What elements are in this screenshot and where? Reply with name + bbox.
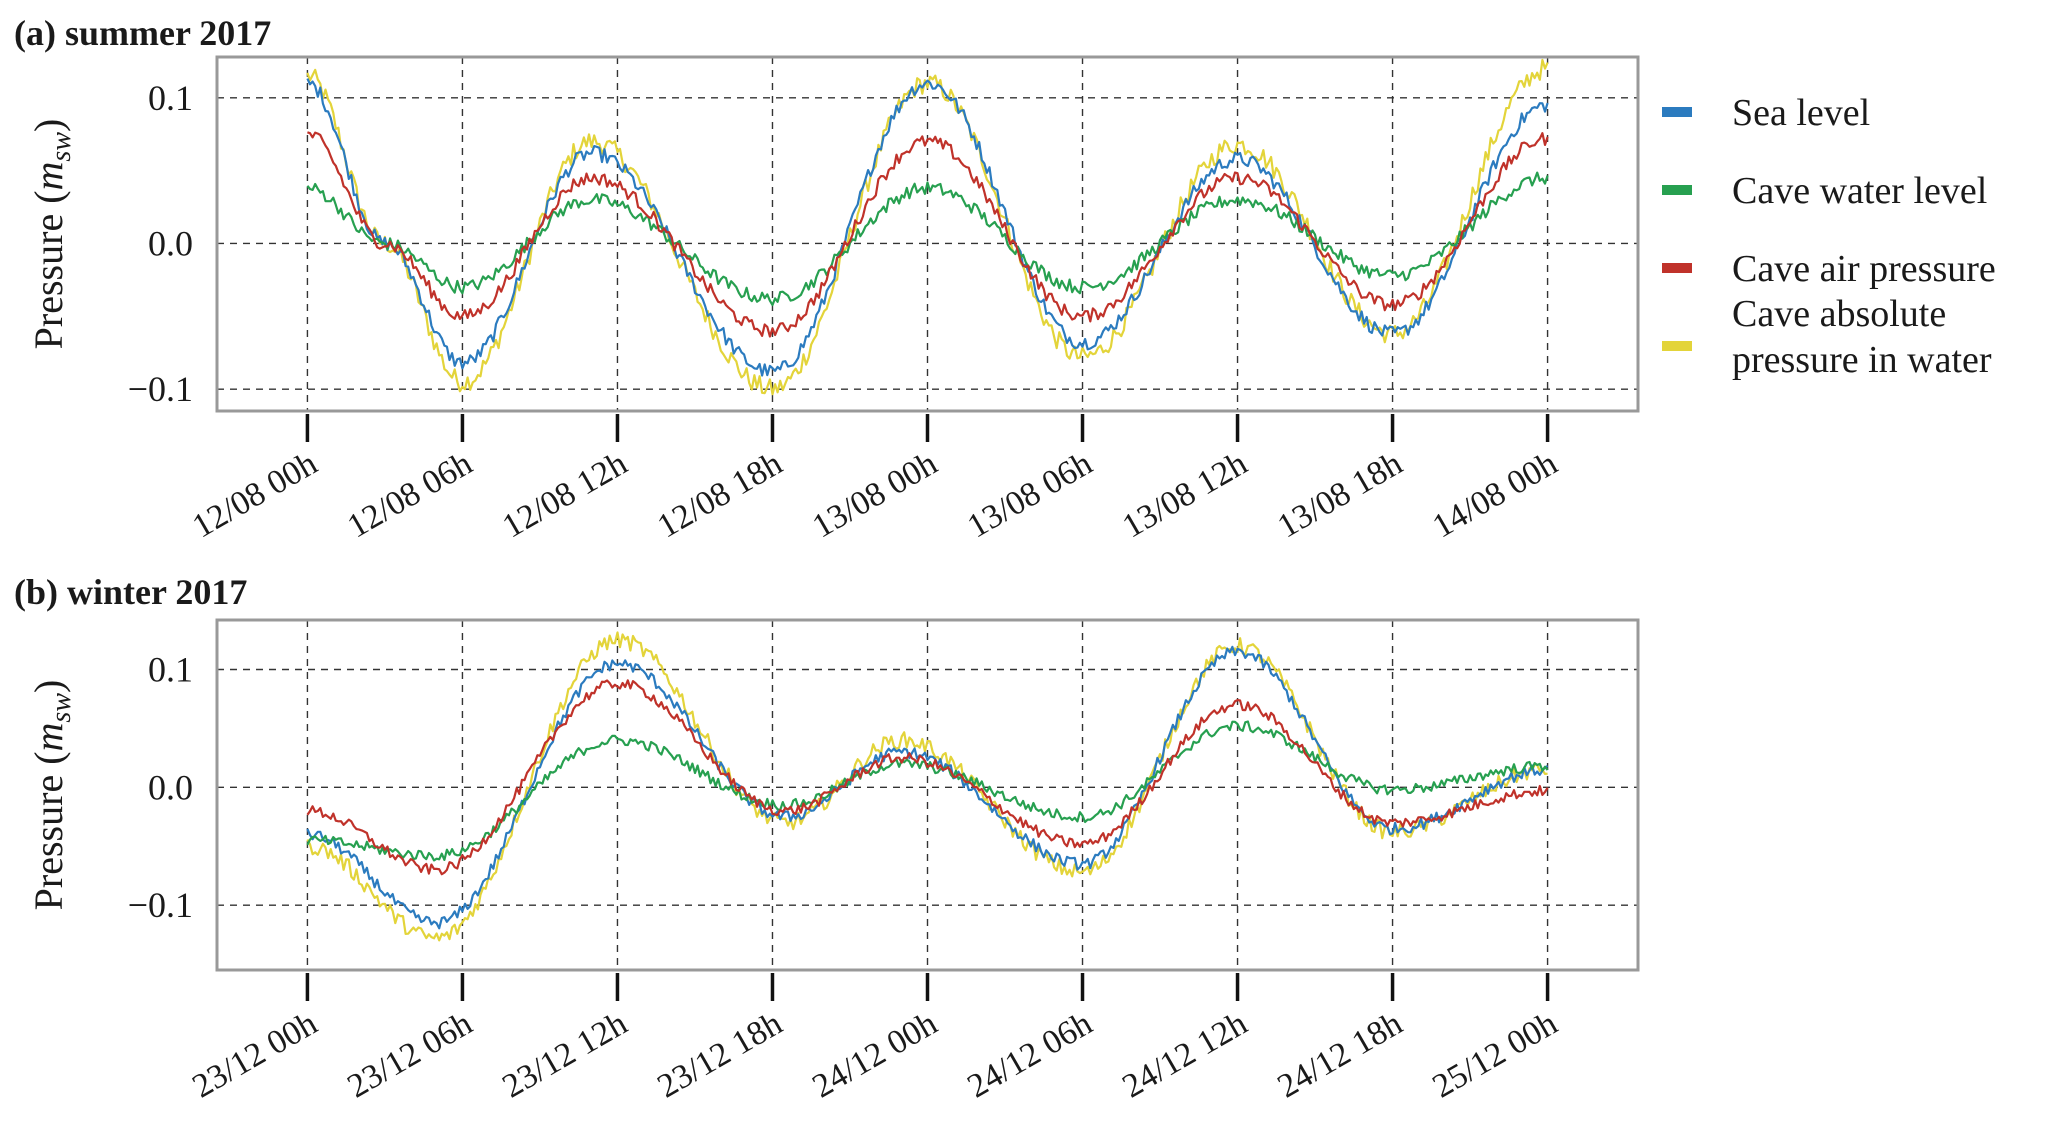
series-line-cave-air-pressure — [306, 679, 1549, 876]
legend-label: Cave air pressure — [1732, 248, 1996, 290]
series-line-cave-air-pressure — [307, 131, 1549, 338]
legend-label: Cave water level — [1732, 170, 1987, 212]
panel-b: (b) winter 2017−0.10.00.123/12 00h 23/12 … — [14, 572, 1640, 1106]
x-tick-label: 23/12 18h — [651, 1005, 788, 1106]
legend-label: Cave absolute pressure in water — [1732, 293, 1992, 381]
x-tick-label: 23/12 06h — [341, 1005, 478, 1106]
series-line-sea-level — [306, 78, 1549, 377]
x-tick-label: 12/08 18h — [651, 445, 788, 546]
legend-swatch — [1662, 185, 1692, 195]
series-line-cave-water-level — [306, 720, 1549, 862]
x-tick-label: 14/08 00h — [1426, 445, 1563, 546]
series-line-sea-level — [306, 645, 1549, 930]
series-line-cave-water-level — [306, 171, 1549, 307]
legend-label: Sea level — [1732, 92, 1870, 134]
panel-title: (a) summer 2017 — [14, 13, 271, 53]
panel-a: (a) summer 2017−0.10.00.112/08 00h 12/08 … — [14, 13, 1640, 546]
x-tick-label: 12/08 12h — [496, 445, 633, 546]
x-tick-label: 24/12 18h — [1271, 1005, 1408, 1106]
plot-frame — [215, 55, 1640, 413]
series-group — [306, 58, 1549, 396]
y-tick-label: −0.1 — [128, 885, 193, 925]
x-tick-label: 23/12 12h — [496, 1005, 633, 1106]
legend-swatch — [1662, 263, 1692, 273]
y-tick-label: 0.1 — [148, 649, 193, 689]
x-tick-label: 25/12 00h — [1426, 1005, 1563, 1106]
series-group — [306, 631, 1549, 942]
legend-swatch — [1662, 341, 1692, 351]
y-tick-label: −0.1 — [128, 369, 193, 409]
x-tick-label: 12/08 00h — [186, 445, 323, 546]
x-tick-label: 12/08 06h — [341, 445, 478, 546]
x-tick-label: 13/08 00h — [806, 445, 943, 546]
x-tick-label: 24/12 00h — [806, 1005, 943, 1106]
y-tick-label: 0.0 — [148, 767, 193, 807]
y-tick-label: 0.0 — [148, 223, 193, 263]
legend: Sea level Cave water level Cave air pressu… — [1662, 92, 1996, 381]
x-tick-label: 13/08 12h — [1116, 445, 1253, 546]
legend-swatch — [1662, 107, 1692, 117]
x-tick-label: 13/08 06h — [961, 445, 1098, 546]
x-tick-label: 23/12 00h — [186, 1005, 323, 1106]
x-tick-label: 24/12 12h — [1116, 1005, 1253, 1106]
y-axis-label: Pressure (msw) — [26, 680, 77, 911]
x-tick-label: 13/08 18h — [1271, 445, 1408, 546]
y-axis-label: Pressure (msw) — [26, 119, 77, 350]
panel-title: (b) winter 2017 — [14, 572, 247, 612]
plot-frame — [215, 618, 1640, 972]
x-tick-label: 24/12 06h — [961, 1005, 1098, 1106]
series-line-cave-absolute-pressure-in-water — [306, 58, 1549, 396]
y-tick-label: 0.1 — [148, 78, 193, 118]
